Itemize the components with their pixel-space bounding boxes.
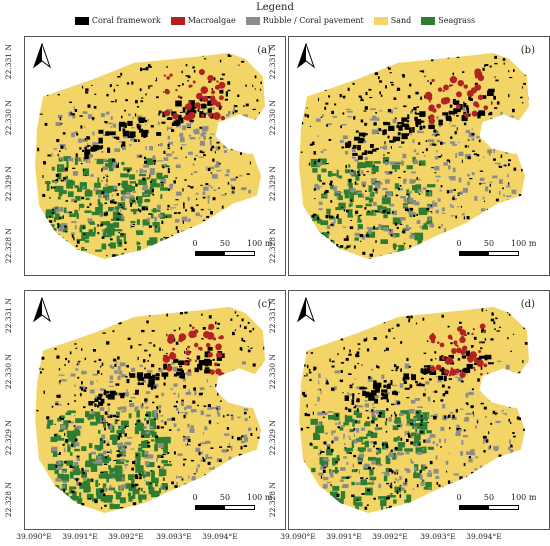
latitude-label: 22.328 N <box>4 228 13 264</box>
scale-label: 0 <box>192 239 198 248</box>
latitude-label: 22.330 N <box>4 354 13 390</box>
habitat-map <box>299 52 530 260</box>
habitat-map <box>35 306 266 514</box>
legend-swatch <box>245 16 260 25</box>
legend-swatch <box>373 16 388 25</box>
scale-bar: 0 50 100 m <box>456 239 539 265</box>
latitude-label: 22.331 N <box>4 298 13 334</box>
longitude-label: 39.094°E <box>466 532 502 541</box>
panel-label: (a) <box>257 45 271 56</box>
latitude-label: 22.330 N <box>268 100 277 136</box>
latitude-label: 22.328 N <box>268 228 277 264</box>
latitude-label: 22.331 N <box>4 44 13 80</box>
legend-swatch <box>74 16 89 25</box>
legend-label: Seagrass <box>438 16 476 25</box>
scale-segment <box>196 506 225 509</box>
legend-item: Coral framework <box>74 16 161 25</box>
panel-label: (c) <box>257 299 271 310</box>
scale-label: 50 <box>483 239 495 248</box>
habitat-map <box>35 52 266 260</box>
legend-item: Sand <box>373 16 412 25</box>
scale-bar: 0 50 100 m <box>192 239 275 265</box>
latitude-label: 22.331 N <box>268 44 277 80</box>
legend-swatch <box>170 16 185 25</box>
latitude-label: 22.328 N <box>268 482 277 518</box>
scale-label: 100 m <box>247 239 273 248</box>
longitude-label: 39.092°E <box>372 532 408 541</box>
scale-label: 0 <box>456 239 462 248</box>
north-arrow-icon <box>297 297 315 323</box>
legend-label: Sand <box>390 16 412 25</box>
scale-segment <box>225 252 254 255</box>
longitude-label: 39.093°E <box>420 532 456 541</box>
map-panel-a: (a) 0 50 100 m <box>24 36 286 276</box>
habitat-map <box>299 306 530 514</box>
legend-item: Rubble / Coral pavement <box>245 16 364 25</box>
scale-label: 50 <box>219 493 231 502</box>
scale-label: 100 m <box>247 493 273 502</box>
legend-label: Rubble / Coral pavement <box>262 16 364 25</box>
longitude-label: 39.091°E <box>326 532 362 541</box>
north-arrow-icon <box>297 43 315 69</box>
latitude-label: 22.329 N <box>4 420 13 456</box>
scale-label: 0 <box>456 493 462 502</box>
north-arrow-icon <box>33 297 51 323</box>
scale-segment <box>196 252 225 255</box>
legend-title: Legend <box>256 2 294 13</box>
legend-label: Coral framework <box>91 16 161 25</box>
scale-label: 100 m <box>511 239 537 248</box>
legend-label: Macroalgae <box>187 16 236 25</box>
scale-label: 50 <box>483 493 495 502</box>
legend-item: Macroalgae <box>170 16 236 25</box>
latitude-label: 22.331 N <box>268 298 277 334</box>
scale-label: 0 <box>192 493 198 502</box>
scale-bar: 0 50 100 m <box>192 493 275 519</box>
scale-segment <box>225 506 254 509</box>
panel-label: (d) <box>520 299 535 310</box>
longitude-label: 39.094°E <box>202 532 238 541</box>
panel-label: (b) <box>520 45 535 56</box>
scale-segment <box>460 506 489 509</box>
longitude-label: 39.092°E <box>108 532 144 541</box>
longitude-label: 39.090°E <box>280 532 316 541</box>
scale-label: 100 m <box>511 493 537 502</box>
scale-segment <box>489 252 518 255</box>
latitude-label: 22.329 N <box>268 166 277 202</box>
latitude-label: 22.329 N <box>4 166 13 202</box>
legend-swatch <box>421 16 436 25</box>
legend: Coral framework Macroalgae Rubble / Coral … <box>0 16 550 25</box>
map-panel-b: (b) 0 50 100 m <box>288 36 550 276</box>
scale-segment <box>489 506 518 509</box>
longitude-label: 39.093°E <box>156 532 192 541</box>
legend-item: Seagrass <box>421 16 475 25</box>
latitude-label: 22.330 N <box>268 354 277 390</box>
latitude-label: 22.328 N <box>4 482 13 518</box>
north-arrow-icon <box>33 43 51 69</box>
latitude-label: 22.329 N <box>268 420 277 456</box>
scale-segment <box>460 252 489 255</box>
latitude-label: 22.330 N <box>4 100 13 136</box>
scale-bar: 0 50 100 m <box>456 493 539 519</box>
scale-label: 50 <box>219 239 231 248</box>
map-panel-d: (d) 0 50 100 m <box>288 290 550 530</box>
map-panel-c: (c) 0 50 100 m <box>24 290 286 530</box>
longitude-label: 39.091°E <box>62 532 98 541</box>
longitude-label: 39.090°E <box>16 532 52 541</box>
